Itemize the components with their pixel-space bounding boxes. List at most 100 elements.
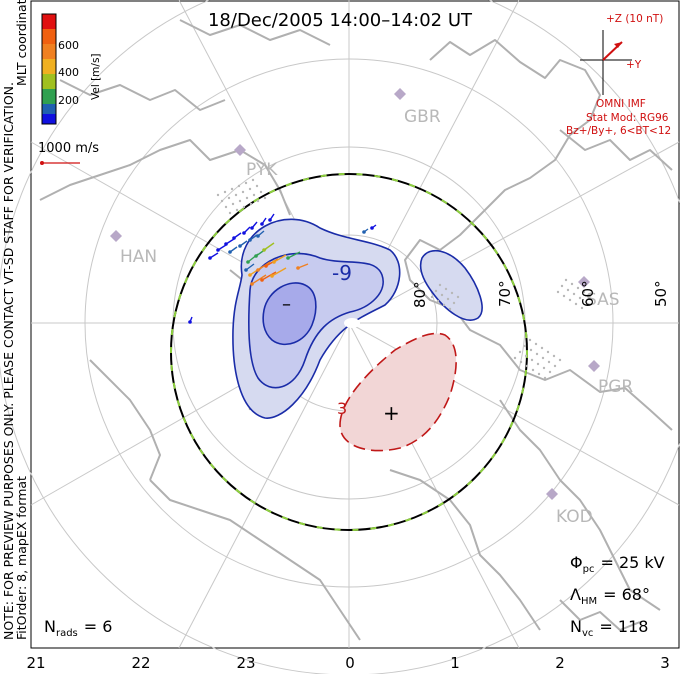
coast-segment [404, 39, 601, 311]
preview-note: NOTE: FOR PREVIEW PURPOSES ONLY. PLEASE … [1, 82, 16, 640]
velocity-vector-origin [260, 278, 264, 282]
fov-dot [256, 199, 260, 203]
positive-cell-label: 3 [337, 399, 347, 418]
fov-dot [568, 298, 572, 302]
fov-dot [518, 350, 522, 354]
fov-dot [235, 208, 239, 212]
fov-dot [570, 282, 574, 286]
fov-dot [230, 187, 234, 191]
pole-marker [344, 318, 360, 328]
fov-dot [558, 358, 562, 362]
velocity-vector-origin [242, 231, 246, 235]
fov-dot [436, 299, 440, 303]
velocity-vector-origin [250, 226, 254, 230]
velocity-vectors [188, 213, 377, 324]
fov-dot [584, 300, 588, 304]
potential-min-marker: – [282, 294, 291, 315]
colorbar-swatch [42, 59, 56, 74]
fov-dot [248, 187, 252, 191]
fov-dot [234, 193, 238, 197]
fov-dot [540, 346, 544, 350]
fov-dot [530, 358, 534, 362]
station-label-kod: KOD [556, 507, 593, 527]
fov-dot [231, 202, 235, 206]
mlt-tick-2: 2 [555, 654, 565, 672]
velocity-vector [271, 267, 287, 277]
colorbar-swatch [42, 104, 56, 114]
station-marker-sas [578, 276, 590, 288]
velocity-vector [273, 254, 287, 263]
velocity-vector-origin [260, 222, 264, 226]
velocity-vector-origin [296, 266, 300, 270]
velocity-vector [251, 274, 267, 285]
mlt-tick-23: 23 [236, 654, 255, 672]
velocity-vector [257, 261, 271, 271]
fov-dot [228, 211, 232, 215]
cross-polar-potential: Φpc = 25 kV [570, 553, 665, 575]
radar-count: Nrads = 6 [44, 617, 112, 639]
colorbar-title: Vel [m/s] [90, 53, 102, 100]
vector-count: Nvc = 118 [570, 617, 648, 639]
fov-dot [452, 301, 456, 305]
mlt-tick-21: 21 [26, 654, 45, 672]
fit-order-note: FitOrder: 8, mapEX format [14, 476, 29, 640]
fov-dot [456, 295, 460, 299]
fov-dot [440, 293, 444, 297]
velocity-vector-origin [254, 254, 258, 258]
station-marker-pyk [234, 144, 246, 156]
coast-segment [149, 479, 361, 641]
fov-dot [582, 290, 586, 294]
imf-model: Stat Mod: RG96 [586, 112, 669, 124]
fov-dot [523, 344, 527, 348]
fov-dot [535, 352, 539, 356]
fov-dot [446, 297, 450, 301]
coast-segment [559, 599, 641, 631]
velocity-vector-origin [244, 268, 248, 272]
velocity-vector-origin [228, 250, 232, 254]
map-frame [30, 0, 680, 649]
velocity-vector-origin [256, 268, 260, 272]
fov-dot [560, 284, 564, 288]
velocity-vector-origin [370, 226, 374, 230]
fov-dot [548, 370, 552, 374]
fov-dot [223, 190, 227, 194]
fov-dot [448, 307, 452, 311]
radar-fov-dots [216, 178, 592, 380]
velocity-vector-origin [264, 264, 268, 268]
fov-dot [242, 205, 246, 209]
velocity-vector-origin [250, 282, 254, 286]
positive-potential-cell: 3 + [337, 332, 457, 452]
velocity-vector-origin [188, 320, 192, 324]
fov-dot [430, 295, 434, 299]
velocity-vector-origin [248, 238, 252, 242]
fov-dot [543, 376, 547, 380]
fov-dot [524, 354, 528, 358]
imf-source: OMNI IMF [596, 98, 646, 110]
fov-dot [438, 283, 442, 287]
colorbar-border [41, 13, 57, 125]
fov-dot [562, 294, 566, 298]
coastlines [39, 19, 673, 641]
velocity-vector-origin [286, 256, 290, 260]
contour-positive [339, 332, 457, 452]
coast-segment [89, 359, 161, 481]
fov-dot [220, 199, 224, 203]
station-label-han: HAN [120, 247, 157, 267]
station-label-gbr: GBR [404, 107, 441, 127]
velocity-vector-origin [232, 236, 236, 240]
hm-latitude: ΛHM = 68° [570, 585, 650, 607]
coast-segment [389, 469, 541, 631]
station-marker-han [110, 230, 122, 242]
fov-dot [572, 292, 576, 296]
imf-vector-head [614, 42, 622, 48]
station-marker-gbr [394, 88, 406, 100]
lat-label-60: 60° [579, 280, 597, 307]
fov-dot [546, 350, 550, 354]
fov-dot [245, 196, 249, 200]
mlt-tick-1: 1 [450, 654, 460, 672]
fov-dot [576, 286, 580, 290]
fov-dot [541, 356, 545, 360]
station-marker-pgr [588, 360, 600, 372]
fov-dot [434, 289, 438, 293]
fov-dot [251, 178, 255, 182]
